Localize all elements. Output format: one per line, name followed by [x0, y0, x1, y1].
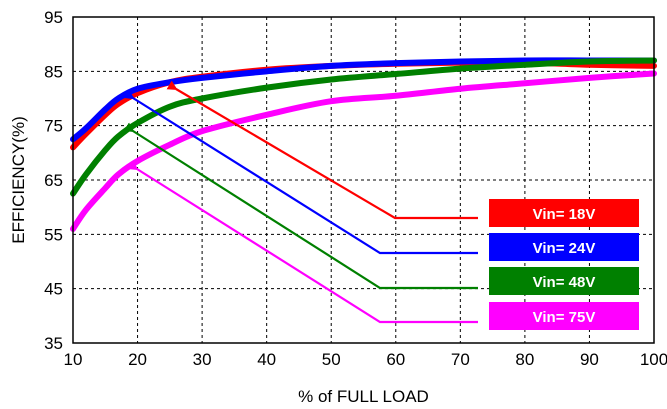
legend-label-0: Vin= 18V [533, 206, 596, 223]
tick-layer: 10 20 30 40 50 60 70 80 90 100 35 45 55 65 75 85 95 [44, 8, 667, 369]
series-line-2 [70, 57, 657, 197]
y-tick-label: 55 [44, 225, 63, 244]
x-tick-label: 10 [64, 350, 83, 369]
legend-swatch-2 [489, 267, 639, 295]
x-tick-label: 100 [640, 350, 667, 369]
y-tick-label: 95 [44, 8, 63, 27]
legend-label-1: Vin= 24V [533, 240, 596, 257]
legend-swatch-1 [489, 233, 639, 261]
callout-leader-3 [127, 160, 478, 324]
series-line-1 [70, 57, 657, 143]
x-tick-label: 40 [257, 350, 276, 369]
legend: Vin= 18V Vin= 24V Vin= 48V Vin= 75V [489, 199, 639, 330]
x-axis-title: % of FULL LOAD [298, 387, 429, 406]
x-tick-label: 80 [515, 350, 534, 369]
y-axis-title: EFFICIENCY(%) [9, 116, 28, 244]
callout-leader-2 [123, 122, 478, 290]
series-line-3 [70, 70, 657, 232]
y-tick-label: 65 [44, 171, 63, 190]
x-tick-label: 70 [451, 350, 470, 369]
y-tick-label: 45 [44, 280, 63, 299]
plot-frame [72, 16, 655, 344]
x-tick-label: 30 [193, 350, 212, 369]
x-tick-label: 50 [322, 350, 341, 369]
legend-swatch-3 [489, 302, 639, 330]
callout-leader-1 [123, 89, 478, 255]
y-tick-label: 85 [44, 62, 63, 81]
legend-label-3: Vin= 75V [533, 309, 596, 326]
callout-layer [123, 80, 478, 324]
x-tick-label: 90 [580, 350, 599, 369]
series-layer [70, 57, 657, 232]
x-tick-label: 60 [386, 350, 405, 369]
legend-swatch-0 [489, 199, 639, 227]
callout-leader-0 [166, 80, 478, 220]
y-tick-label: 35 [44, 334, 63, 353]
legend-label-2: Vin= 48V [533, 274, 596, 291]
y-tick-label: 75 [44, 117, 63, 136]
x-tick-label: 20 [128, 350, 147, 369]
